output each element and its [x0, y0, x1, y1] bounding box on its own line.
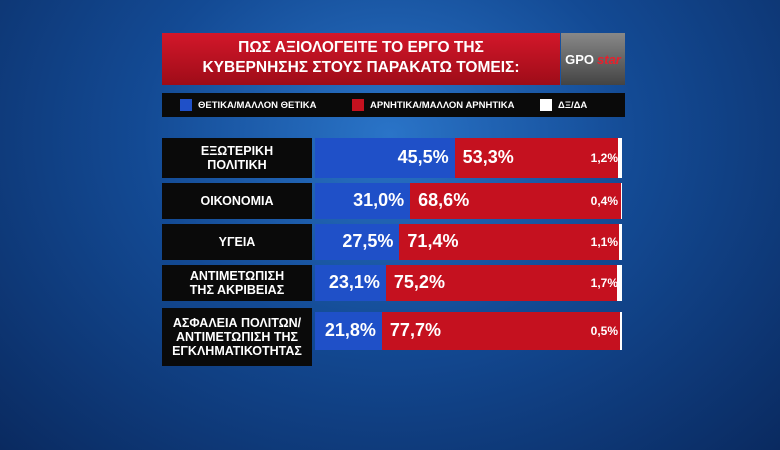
- bar-segment: [620, 312, 622, 350]
- legend-swatch: [352, 99, 364, 111]
- bar-segment: [454, 138, 619, 178]
- value-label: 75,2%: [393, 272, 445, 292]
- bar-segment: [620, 183, 622, 219]
- category-label: ΑΣΦΑΛΕΙΑ ΠΟΛΙΤΩΝ/ ΑΝΤΙΜΕΤΩΠΙΣΗ ΤΗΣ ΕΓΚΛΗ…: [162, 308, 312, 366]
- value-label: 27,5%: [342, 231, 394, 251]
- value-label: 1,1%: [590, 235, 618, 249]
- title-line: ΚΥΒΕΡΝΗΣΗΣ ΣΤΟΥΣ ΠΑΡΑΚΑΤΩ ΤΟΜΕΙΣ:: [202, 59, 520, 76]
- value-label: 31,0%: [353, 190, 405, 210]
- category-label: ΟΙΚΟΝΟΜΙΑ: [162, 183, 312, 219]
- bar-segment: [618, 224, 622, 260]
- category-label: ΥΓΕΙΑ: [162, 224, 312, 260]
- value-label: 1,7%: [590, 276, 618, 290]
- value-label: 53,3%: [462, 147, 514, 167]
- bar-segment: [381, 312, 621, 350]
- bar-segment: [315, 138, 455, 178]
- bar-segment: [315, 224, 400, 260]
- value-label: 77,7%: [389, 320, 441, 340]
- legend: ΘΕΤΙΚΑ/ΜΑΛΛΟΝ ΘΕΤΙΚΑ ΑΡΝΗΤΙΚΑ/ΜΑΛΛΟΝ ΑΡΝΗ…: [162, 93, 625, 117]
- legend-label: ΔΞ/ΔΑ: [558, 99, 588, 111]
- bar-segment: [385, 265, 617, 301]
- value-label: 23,1%: [328, 272, 380, 292]
- value-label: 21,8%: [324, 320, 376, 340]
- legend-label: ΘΕΤΙΚΑ/ΜΑΛΛΟΝ ΘΕΤΙΚΑ: [198, 99, 317, 111]
- legend-item: ΑΡΝΗΤΙΚΑ/ΜΑΛΛΟΝ ΑΡΝΗΤΙΚΑ: [352, 99, 515, 111]
- legend-item: ΘΕΤΙΚΑ/ΜΑΛΛΟΝ ΘΕΤΙΚΑ: [180, 99, 317, 111]
- legend-swatch: [180, 99, 192, 111]
- value-label: 45,5%: [397, 147, 449, 167]
- value-label: 71,4%: [407, 231, 459, 251]
- bar-segment: [618, 138, 622, 178]
- title-box: ΠΩΣ ΑΞΙΟΛΟΓΕΙΤΕ ΤΟ ΕΡΓΟ ΤΗΣ ΚΥΒΕΡΝΗΣΗΣ Σ…: [162, 33, 560, 85]
- legend-swatch: [540, 99, 552, 111]
- value-label: 1,2%: [590, 151, 618, 165]
- value-label: 0,5%: [590, 324, 618, 338]
- bar-segment: [315, 183, 411, 219]
- bar-segment: [315, 312, 382, 350]
- logo: GPO star: [561, 33, 625, 85]
- value-label: 68,6%: [418, 190, 470, 210]
- logo-text: GPO: [565, 51, 595, 67]
- title-line: ΠΩΣ ΑΞΙΟΛΟΓΕΙΤΕ ΤΟ ΕΡΓΟ ΤΗΣ: [238, 39, 484, 56]
- logo-text: star: [597, 51, 621, 67]
- legend-item: ΔΞ/ΔΑ: [540, 99, 587, 111]
- category-label: ΑΝΤΙΜΕΤΩΠΙΣΗ ΤΗΣ ΑΚΡΙΒΕΙΑΣ: [162, 265, 312, 301]
- category-label: ΕΞΩΤΕΡΙΚΗ ΠΟΛΙΤΙΚΗ: [162, 138, 312, 178]
- bar-segment: [399, 224, 619, 260]
- bar-segment: [315, 265, 386, 301]
- bar-segment: [616, 265, 622, 301]
- bar-segment: [410, 183, 621, 219]
- value-label: 0,4%: [590, 194, 618, 208]
- legend-label: ΑΡΝΗΤΙΚΑ/ΜΑΛΛΟΝ ΑΡΝΗΤΙΚΑ: [370, 99, 515, 111]
